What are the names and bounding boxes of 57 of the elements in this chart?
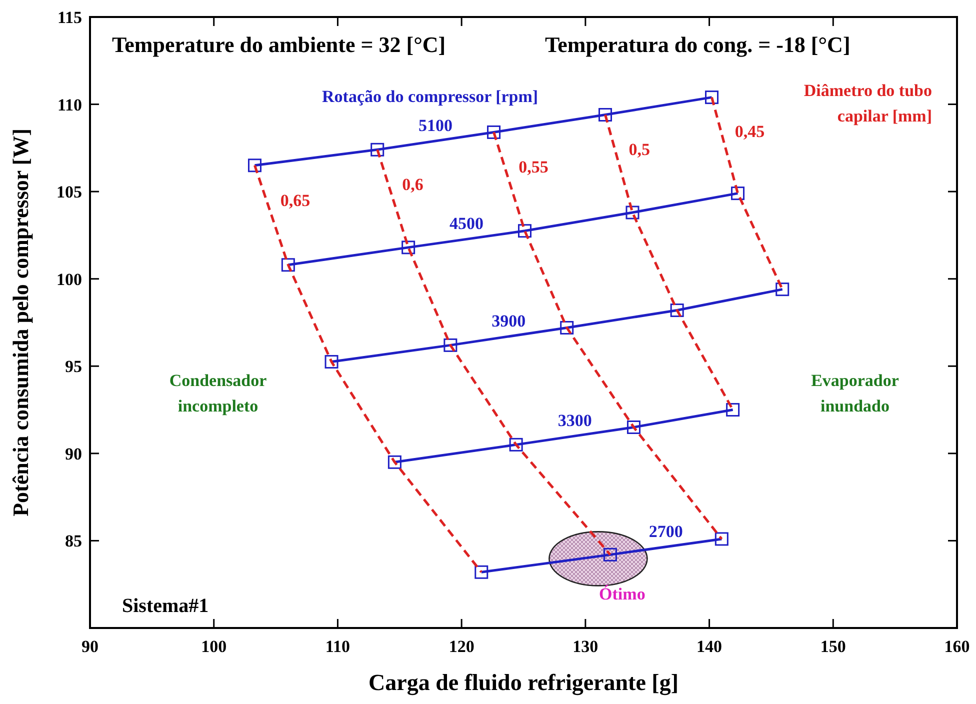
y-tick-label: 85	[65, 532, 82, 551]
series-label: 5100	[418, 116, 453, 135]
point	[603, 548, 617, 562]
annotation: Ótimo	[599, 584, 646, 604]
annotation: Evaporador inundado	[811, 371, 900, 416]
annotation: Temperature do ambiente = 32 [°C]	[112, 32, 446, 57]
x-tick-label: 130	[572, 637, 598, 656]
point	[248, 158, 262, 172]
series-label: 0,45	[734, 122, 765, 141]
point	[444, 338, 458, 352]
point	[731, 186, 745, 200]
y-tick-label: 115	[57, 8, 82, 27]
point	[714, 532, 728, 546]
y-tick-label: 90	[65, 444, 82, 464]
point	[626, 420, 640, 434]
annotation: Temperatura do cong. = -18 [°C]	[545, 32, 850, 57]
point	[487, 125, 501, 139]
annotation: Sistema#1	[122, 595, 209, 617]
point	[388, 455, 402, 469]
annotation: Rotação do compressor [rpm]	[322, 87, 538, 106]
point	[402, 240, 416, 254]
point	[518, 224, 532, 238]
series-label: 0,65	[280, 191, 310, 210]
annotation: Condensador incompleto	[169, 371, 268, 416]
series-label: 3300	[558, 410, 592, 430]
y-axis-title: Potência consumida pelo compressor [W]	[8, 128, 33, 516]
x-tick-label: 150	[820, 637, 846, 656]
point	[626, 206, 640, 220]
x-tick-label: 140	[696, 637, 722, 656]
point	[474, 565, 488, 579]
x-tick-label: 160	[944, 637, 970, 656]
point	[560, 320, 574, 334]
x-axis-title: Carga de fluido refrigerante [g]	[368, 670, 678, 696]
point	[670, 304, 684, 318]
point	[776, 282, 790, 296]
x-tick-label: 110	[325, 637, 350, 656]
point	[598, 108, 612, 122]
series-label: 2700	[648, 522, 683, 541]
point	[705, 90, 719, 104]
annotation: Diâmetro do tubo capilar [mm]	[804, 81, 932, 126]
point	[726, 403, 740, 417]
point	[324, 355, 338, 369]
point	[370, 142, 384, 156]
point	[509, 438, 523, 452]
series-label: 0,55	[518, 158, 548, 177]
series-label: 3900	[492, 311, 526, 330]
point	[281, 258, 295, 272]
series-label: 4500	[450, 214, 484, 234]
x-tick-label: 90	[82, 637, 98, 656]
y-tick-label: 100	[56, 270, 82, 289]
y-tick-label: 95	[65, 357, 82, 376]
x-tick-label: 120	[448, 637, 474, 656]
series-label: 0,5	[628, 140, 650, 159]
y-tick-label: 105	[56, 182, 82, 202]
series-label: 0,6	[402, 174, 424, 194]
y-tick-label: 110	[57, 95, 82, 114]
x-tick-label: 100	[201, 637, 227, 656]
